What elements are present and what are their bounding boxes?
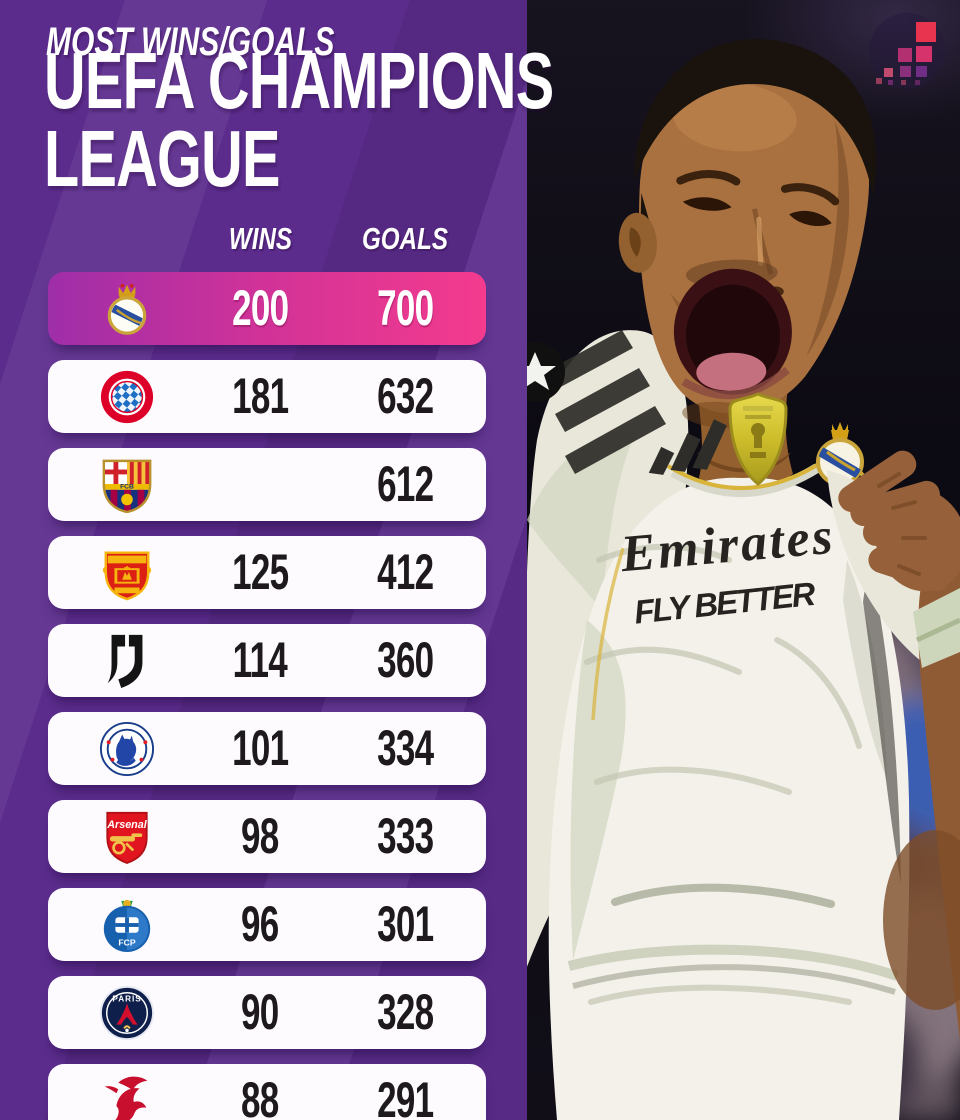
wins-value: 101 bbox=[231, 720, 289, 776]
wins-value: 96 bbox=[241, 896, 279, 952]
goals-value: 700 bbox=[376, 280, 434, 336]
ear bbox=[618, 212, 657, 273]
psg-crest-icon: PARIS bbox=[98, 984, 156, 1042]
goals-value: 612 bbox=[376, 456, 434, 512]
ascending-blocks-icon bbox=[869, 13, 945, 89]
stats-table: 200 700 181 632 bbox=[48, 272, 486, 1120]
wins-value: 200 bbox=[231, 280, 289, 336]
table-row: FCB 612 bbox=[48, 448, 486, 521]
table-row: PARIS 90 328 bbox=[48, 976, 486, 1049]
bayern-munich-crest-icon bbox=[98, 368, 156, 426]
crest-text: FCP bbox=[118, 937, 136, 947]
title-line-2: LEAGUE bbox=[44, 114, 280, 203]
ucl-starball-patch-icon bbox=[527, 342, 565, 402]
wins-value: 181 bbox=[231, 368, 289, 424]
crest-text: Arsenal bbox=[106, 819, 147, 831]
goals-value: 632 bbox=[376, 368, 434, 424]
jersey-torso bbox=[548, 460, 919, 1120]
adidas-shoulder-stripes-icon bbox=[545, 330, 666, 474]
barcelona-crest-icon: FCB bbox=[98, 456, 156, 514]
wins-value: 88 bbox=[241, 1072, 279, 1120]
hair bbox=[634, 39, 877, 198]
fabric-folds bbox=[584, 543, 862, 1005]
stats-panel: MOST WINS/GOALS UEFA CHAMPIONS LEAGUE WI… bbox=[0, 0, 554, 1120]
column-header-wins: WINS bbox=[228, 221, 293, 256]
gold-collar-piping bbox=[666, 460, 824, 490]
goals-value: 412 bbox=[376, 544, 434, 600]
arsenal-crest-icon: Arsenal bbox=[98, 808, 156, 866]
eyes bbox=[682, 197, 832, 226]
table-row: 125 412 bbox=[48, 536, 486, 609]
title-line-1: UEFA CHAMPIONS bbox=[44, 36, 554, 125]
goals-value: 291 bbox=[376, 1072, 434, 1120]
table-row: 88 291 bbox=[48, 1064, 486, 1120]
juventus-crest-icon bbox=[98, 632, 156, 690]
player-photo: Emirates FLY BETTER bbox=[527, 0, 960, 1120]
table-row: Arsenal 98 333 bbox=[48, 800, 486, 873]
page-title: UEFA CHAMPIONS LEAGUE bbox=[44, 36, 554, 203]
wins-value: 125 bbox=[231, 544, 289, 600]
wins-value: 98 bbox=[241, 808, 279, 864]
goals-value: 328 bbox=[376, 984, 434, 1040]
wristband bbox=[913, 588, 960, 668]
brand-logo bbox=[868, 12, 946, 90]
wins-value: 90 bbox=[241, 984, 279, 1040]
champions-badge-icon bbox=[728, 392, 788, 486]
crest-text: PARIS bbox=[112, 994, 141, 1003]
table-row: 200 700 bbox=[48, 272, 486, 345]
real-madrid-crest-icon bbox=[98, 280, 156, 338]
arm-shadow bbox=[863, 560, 901, 884]
raised-arm-and-hand bbox=[827, 450, 960, 1040]
table-row: 181 632 bbox=[48, 360, 486, 433]
crest-text: FCB bbox=[120, 483, 134, 490]
player-head bbox=[618, 39, 877, 494]
chelsea-crest-icon bbox=[98, 720, 156, 778]
manchester-united-crest-icon bbox=[98, 544, 156, 602]
table-row: 101 334 bbox=[48, 712, 486, 785]
porto-crest-icon: FCP bbox=[98, 896, 156, 954]
wins-value: 114 bbox=[232, 632, 288, 688]
table-column-headers: WINS GOALS bbox=[48, 221, 486, 256]
adidas-logo-icon bbox=[648, 419, 727, 475]
goals-value: 360 bbox=[376, 632, 434, 688]
goals-value: 301 bbox=[376, 896, 434, 952]
table-row: 114 360 bbox=[48, 624, 486, 697]
goals-value: 333 bbox=[376, 808, 434, 864]
column-header-goals: GOALS bbox=[362, 221, 448, 256]
open-mouth bbox=[673, 259, 792, 400]
kicker-text: MOST WINS/GOALS bbox=[46, 20, 335, 64]
player-photo-illustration: Emirates FLY BETTER bbox=[527, 0, 960, 1120]
liverpool-crest-icon bbox=[98, 1072, 156, 1120]
table-row: FCP 96 301 bbox=[48, 888, 486, 961]
goals-value: 334 bbox=[376, 720, 434, 776]
